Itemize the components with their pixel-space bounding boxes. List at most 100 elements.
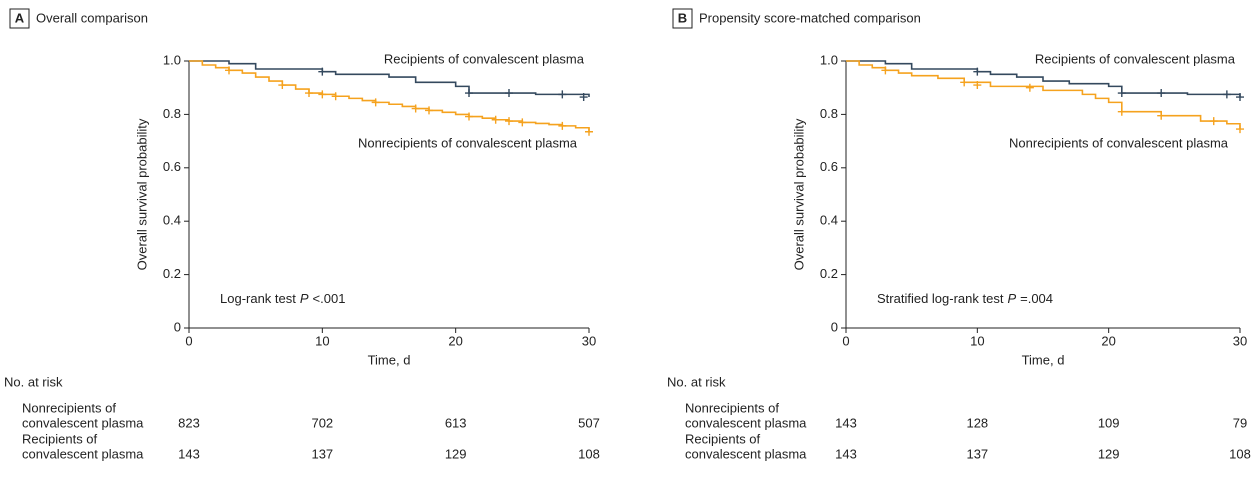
y-tick-label: 0.6 <box>820 159 838 174</box>
series-label: Nonrecipients of convalescent plasma <box>1009 135 1229 150</box>
censor-mark <box>318 90 327 99</box>
risk-row-label: convalescent plasma <box>685 446 807 461</box>
censor-mark <box>505 117 513 126</box>
censor-mark <box>371 98 380 107</box>
censor-mark <box>973 67 982 76</box>
risk-value: 143 <box>835 415 857 430</box>
risk-table-title: No. at risk <box>4 374 63 389</box>
censor-mark <box>411 104 420 113</box>
annotation-text: =.004 <box>1020 291 1053 306</box>
x-tick-label: 10 <box>315 333 329 348</box>
risk-value: 823 <box>178 415 200 430</box>
censor-mark <box>1117 107 1126 116</box>
censor-mark <box>318 67 327 76</box>
risk-value: 129 <box>1098 446 1120 461</box>
y-tick-label: 0.6 <box>163 159 181 174</box>
y-tick-label: 0.2 <box>163 266 181 281</box>
risk-row-label: Nonrecipients of <box>22 400 116 415</box>
panel-title: Overall comparison <box>36 10 148 25</box>
censor-mark <box>558 121 567 130</box>
censor-mark <box>1209 117 1218 126</box>
risk-value: 143 <box>835 446 857 461</box>
censor-mark <box>278 81 287 90</box>
y-tick-label: 0.8 <box>163 106 181 121</box>
series-label: Recipients of convalescent plasma <box>1035 51 1236 66</box>
annotation: Log-rank test P <.001 <box>220 291 345 306</box>
risk-row-label: convalescent plasma <box>685 415 807 430</box>
risk-value: 143 <box>178 446 200 461</box>
risk-row-label: convalescent plasma <box>22 415 144 430</box>
survival-curve <box>189 60 590 98</box>
censor-mark <box>425 106 433 115</box>
panel-label-box <box>672 8 693 29</box>
annotation-text: <.001 <box>313 291 346 306</box>
censor-mark <box>305 89 313 98</box>
censor-mark <box>1157 89 1166 98</box>
x-tick-label: 0 <box>185 333 192 348</box>
series-label: Recipients of convalescent plasma <box>384 51 585 66</box>
censor-mark <box>1025 83 1034 92</box>
panel-label: B <box>678 10 687 25</box>
risk-value: 108 <box>578 446 600 461</box>
y-tick-label: 0 <box>831 319 838 334</box>
censor-mark <box>465 89 473 98</box>
risk-row-label: convalescent plasma <box>22 446 144 461</box>
risk-value: 108 <box>1229 446 1251 461</box>
censor-mark <box>331 92 340 101</box>
risk-value: 137 <box>311 446 333 461</box>
risk-row-label: Nonrecipients of <box>685 400 779 415</box>
x-tick-label: 0 <box>842 333 849 348</box>
panel-label-box <box>9 8 30 29</box>
y-tick-label: 0 <box>174 319 181 334</box>
y-tick-label: 0.2 <box>820 266 838 281</box>
censor-mark <box>558 90 567 99</box>
censor-mark <box>1236 93 1244 102</box>
x-tick-label: 20 <box>448 333 462 348</box>
y-axis-label: Overall survival probability <box>134 118 149 270</box>
risk-table-title: No. at risk <box>667 374 726 389</box>
risk-value: 613 <box>445 415 467 430</box>
risk-value: 129 <box>445 446 467 461</box>
y-axis-label: Overall survival probability <box>791 118 806 270</box>
x-tick-label: 10 <box>970 333 984 348</box>
survival-curve <box>189 60 590 132</box>
y-tick-label: 0.8 <box>820 106 838 121</box>
y-tick-label: 1.0 <box>163 52 181 67</box>
x-tick-label: 30 <box>582 333 596 348</box>
x-tick-label: 30 <box>1233 333 1247 348</box>
risk-value: 702 <box>311 415 333 430</box>
x-axis-label: Time, d <box>1022 352 1065 367</box>
censor-mark <box>585 127 593 136</box>
risk-value: 79 <box>1233 415 1247 430</box>
censor-mark <box>1222 90 1231 99</box>
censor-mark <box>881 66 890 75</box>
annotation-p: P <box>300 291 309 306</box>
survival-curve <box>846 60 1241 98</box>
series-label: Nonrecipients of convalescent plasma <box>358 135 578 150</box>
censor-mark <box>1157 111 1166 120</box>
risk-row-label: Recipients of <box>22 431 98 446</box>
x-axis-label: Time, d <box>368 352 411 367</box>
panel-title: Propensity score-matched comparison <box>699 10 921 25</box>
censor-mark <box>579 93 588 102</box>
censor-mark <box>225 66 233 75</box>
annotation-text: Log-rank test <box>220 291 296 306</box>
risk-value: 109 <box>1098 415 1120 430</box>
risk-value: 507 <box>578 415 600 430</box>
censor-mark <box>465 112 473 121</box>
risk-value: 137 <box>966 446 988 461</box>
censor-mark <box>1117 89 1126 98</box>
censor-mark <box>973 81 982 90</box>
x-tick-label: 20 <box>1101 333 1115 348</box>
survival-curve <box>846 60 1241 130</box>
y-tick-label: 1.0 <box>820 52 838 67</box>
censor-mark <box>518 118 527 127</box>
y-tick-label: 0.4 <box>820 213 838 228</box>
annotation-text: Stratified log-rank test <box>877 291 1004 306</box>
annotation: Stratified log-rank test P =.004 <box>877 291 1053 306</box>
censor-mark <box>960 78 969 87</box>
censor-mark <box>491 115 500 124</box>
censor-mark <box>1236 125 1244 134</box>
censor-mark <box>505 89 513 98</box>
